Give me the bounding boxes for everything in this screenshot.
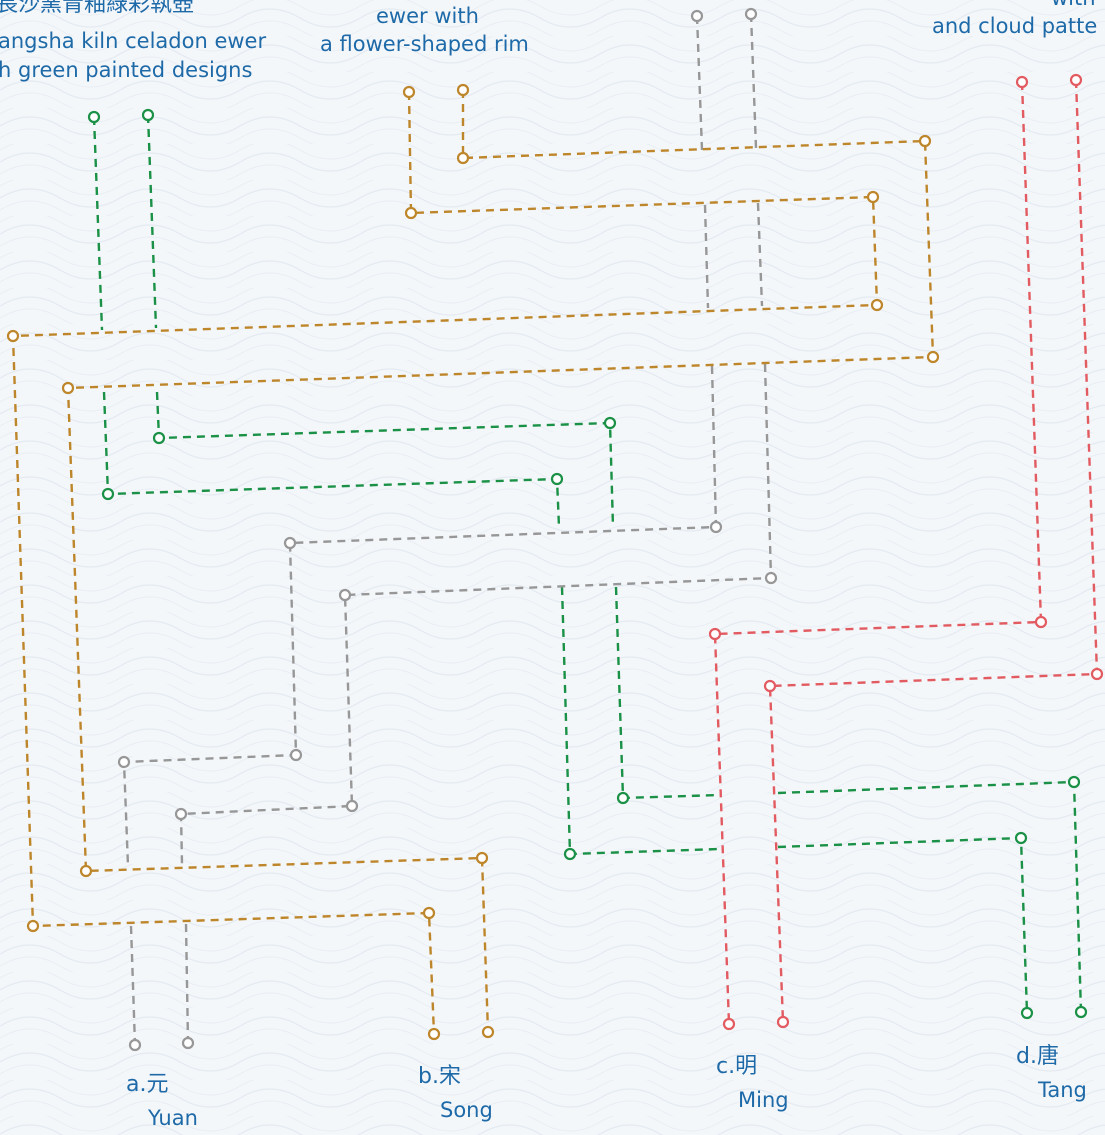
green-corner-node xyxy=(101,487,115,501)
gray-corner-node xyxy=(289,748,303,762)
brown-corner-node xyxy=(422,906,436,920)
red-corner-node xyxy=(708,627,722,641)
brown-route-1 xyxy=(11,91,879,1035)
gray-end-node xyxy=(128,1038,142,1052)
green-corner-node xyxy=(563,847,577,861)
red-start-node xyxy=(1069,73,1083,87)
answer-c-label: c.明 xyxy=(716,1054,758,1079)
green-route-group xyxy=(87,108,1088,1020)
brown-start-node xyxy=(402,85,416,99)
gray-route-2 xyxy=(179,13,773,1044)
brown-corner-node xyxy=(404,206,418,220)
green-corner-node xyxy=(152,431,166,445)
answer-c-english: Ming xyxy=(738,1088,789,1112)
red-route-group xyxy=(708,73,1104,1031)
green-corner-node xyxy=(1014,831,1028,845)
gray-corner-node xyxy=(764,571,778,585)
gray-corner-node xyxy=(345,799,359,813)
brown-corner-node xyxy=(6,329,20,343)
gray-corner-node xyxy=(338,588,352,602)
left-item-title-zh: 長沙窯青釉綠彩執壺 xyxy=(0,0,195,17)
brown-corner-node xyxy=(26,919,40,933)
answer-a-label: a.元 xyxy=(126,1072,169,1097)
brown-corner-node xyxy=(456,151,470,165)
red-route-1 xyxy=(713,81,1043,1025)
answer-d-label: d.唐 xyxy=(1016,1044,1059,1069)
green-corner-node xyxy=(1067,775,1081,789)
green-corner-node xyxy=(603,416,617,430)
green-route-1 xyxy=(92,116,1029,1014)
green-route-2 xyxy=(146,114,1083,1013)
answer-b-english: Song xyxy=(440,1098,493,1122)
brown-corner-node xyxy=(866,190,880,204)
brown-corner-node xyxy=(870,298,884,312)
brown-corner-node xyxy=(926,350,940,364)
green-corner-node xyxy=(616,791,630,805)
red-corner-node xyxy=(1034,615,1048,629)
gray-end-node xyxy=(181,1036,195,1050)
gray-route-1 xyxy=(122,15,718,1046)
left-item-desc-line2: h green painted designs xyxy=(0,58,253,82)
answer-a-english: Yuan xyxy=(148,1106,198,1130)
middle-item-desc-line1: ewer with xyxy=(376,4,479,28)
red-start-node xyxy=(1015,75,1029,89)
gray-start-node xyxy=(744,7,758,21)
answer-d-english: Tang xyxy=(1038,1078,1087,1102)
brown-corner-node xyxy=(918,134,932,148)
right-item-desc-line2: and cloud patte xyxy=(932,14,1098,38)
red-end-node xyxy=(776,1015,790,1029)
brown-route-2 xyxy=(66,90,935,1033)
gray-corner-node xyxy=(117,755,131,769)
brown-corner-node xyxy=(475,851,489,865)
green-corner-node xyxy=(550,472,564,486)
left-item-desc-line1: angsha kiln celadon ewer xyxy=(0,29,267,53)
gray-corner-node xyxy=(709,520,723,534)
green-end-node xyxy=(1074,1005,1088,1019)
gray-start-node xyxy=(690,9,704,23)
green-start-node xyxy=(141,108,155,122)
brown-end-node xyxy=(427,1027,441,1041)
right-item-desc-line1: with xyxy=(1051,0,1096,9)
red-corner-node xyxy=(1090,667,1104,681)
red-route-2 xyxy=(768,79,1099,1023)
brown-corner-node xyxy=(79,864,93,878)
red-corner-node xyxy=(763,679,777,693)
gray-corner-node xyxy=(174,807,188,821)
brown-end-node xyxy=(481,1025,495,1039)
brown-corner-node xyxy=(61,381,75,395)
gray-route-group xyxy=(117,7,778,1052)
green-start-node xyxy=(87,110,101,124)
brown-route-group xyxy=(6,83,940,1041)
red-end-node xyxy=(722,1017,736,1031)
green-end-node xyxy=(1020,1006,1034,1020)
middle-item-desc-line2: a flower-shaped rim xyxy=(320,32,529,56)
gray-corner-node xyxy=(283,536,297,550)
answer-b-label: b.宋 xyxy=(418,1064,461,1089)
brown-start-node xyxy=(456,83,470,97)
